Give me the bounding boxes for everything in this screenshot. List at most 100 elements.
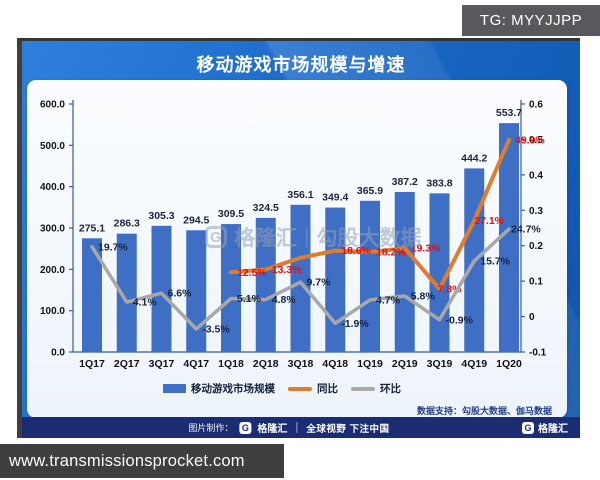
telegram-badge: TG: MYYJJPP — [462, 5, 600, 36]
x-axis-label: 1Q18 — [218, 358, 244, 370]
bar — [82, 238, 102, 352]
right-axis-tick-label: 0.6 — [529, 100, 543, 111]
qoq-line — [90, 227, 511, 331]
qoq-line-swatch-icon — [351, 386, 375, 391]
qoq-point-label: 24.7% — [511, 224, 541, 236]
bar — [499, 123, 519, 352]
chart-legend: 移动游戏市场规模 同比 环比 — [163, 381, 401, 396]
legend-bar-label: 移动游戏市场规模 — [191, 383, 275, 395]
x-axis-label: 2Q18 — [253, 358, 279, 370]
x-axis-label: 4Q19 — [461, 358, 487, 370]
right-axis-tick-label: 0.1 — [529, 277, 543, 288]
yoy-line-swatch-icon — [288, 386, 312, 391]
x-axis-label: 4Q18 — [322, 358, 348, 370]
bar-swatch-icon — [163, 384, 186, 393]
yoy-point-label: 12.5% — [237, 267, 267, 279]
footer-slogan: 全球视野 下注中国 — [306, 423, 390, 435]
bar-value-label: 387.2 — [392, 176, 418, 188]
x-axis-label: 2Q17 — [114, 358, 140, 370]
left-axis-tick-label: 600.0 — [40, 100, 65, 111]
legend-item-market-size: 移动游戏市场规模 — [163, 381, 275, 396]
x-axis-label: 1Q20 — [496, 358, 522, 370]
x-axis-label: 4Q17 — [183, 358, 209, 370]
footer-logo-right: G 格隆汇 — [522, 417, 568, 438]
legend-qoq-label: 环比 — [380, 383, 401, 395]
gelonghui-logo-icon: G — [239, 421, 252, 434]
bar-value-label: 356.1 — [287, 189, 313, 201]
footer-brand-right: 格隆汇 — [538, 424, 568, 435]
qoq-point-label: 9.7% — [307, 277, 332, 289]
x-axis-label: 1Q19 — [357, 358, 383, 370]
yoy-point-label: 19.3% — [411, 243, 441, 255]
footer-divider — [296, 422, 298, 433]
bar-value-label: 553.7 — [496, 107, 522, 119]
x-axis-label: 1Q17 — [79, 358, 105, 370]
card-footer: 图片制作： G 格隆汇 全球视野 下注中国 G 格隆汇 — [22, 417, 580, 438]
yoy-line — [229, 137, 511, 291]
yoy-point-label: 27.1% — [474, 215, 504, 227]
qoq-point-label: 5.1% — [237, 293, 262, 305]
right-axis-tick-label: -0.1 — [529, 348, 547, 359]
yoy-point-label: 18.6% — [341, 245, 371, 257]
bar — [360, 200, 380, 352]
chart-title: 移动游戏市场规模与增速 — [196, 55, 406, 75]
bar-value-label: 383.8 — [426, 177, 452, 189]
right-axis-tick-label: 0.5 — [529, 135, 543, 146]
bar — [255, 217, 276, 352]
left-axis-tick-label: 300.0 — [40, 224, 65, 235]
qoq-point-label: 19.7% — [98, 241, 128, 253]
qoq-point-label: -1.9% — [341, 318, 369, 330]
qoq-point-label: 5.8% — [411, 291, 436, 303]
made-by-label: 图片制作： — [188, 423, 234, 433]
qoq-point-label: 4.1% — [133, 297, 158, 309]
chart-panel: 0.0 100.0 200.0 300.0 400.0 500.0 600.0 -0.1 0 0.… — [27, 80, 567, 418]
x-axis-label: 3Q19 — [427, 358, 453, 370]
bar — [290, 204, 311, 352]
left-axis-tick-label: 200.0 — [40, 265, 65, 276]
left-axis-tick-label: 400.0 — [40, 182, 65, 193]
bar — [221, 224, 241, 352]
right-axis-tick-label: 0.3 — [529, 206, 543, 217]
footer-credit: 图片制作： G 格隆汇 全球视野 下注中国 — [188, 417, 389, 438]
left-axis-tick-label: 100.0 — [40, 306, 65, 317]
yoy-point-label: 18.2% — [376, 247, 406, 259]
x-axis-label: 3Q17 — [149, 358, 175, 370]
right-axis-tick-label: 0.4 — [529, 170, 543, 181]
qoq-point-label: -3.5% — [202, 323, 230, 335]
left-axis-tick-label: 0.0 — [51, 348, 65, 359]
legend-yoy-label: 同比 — [317, 383, 338, 395]
bar — [394, 191, 415, 352]
qoq-point-label: 15.7% — [480, 255, 510, 267]
x-axis-label: 3Q18 — [288, 358, 314, 370]
bar-value-label: 305.3 — [148, 210, 174, 222]
bar — [116, 233, 137, 352]
qoq-point-label: -0.9% — [446, 314, 474, 326]
footer-brand: 格隆汇 — [257, 424, 288, 435]
left-axis-tick-label: 500.0 — [40, 141, 65, 152]
bar-value-label: 444.2 — [461, 152, 487, 164]
bar-value-label: 275.1 — [79, 222, 105, 234]
right-axis-tick-label: 0.2 — [529, 241, 543, 252]
bar-value-label: 324.5 — [253, 202, 279, 214]
bar-value-label: 286.3 — [114, 218, 140, 230]
bar — [151, 225, 172, 352]
bar-value-label: 349.4 — [322, 192, 348, 204]
bar-value-label: 365.9 — [357, 185, 383, 197]
legend-item-yoy: 同比 — [288, 381, 338, 396]
legend-item-qoq: 环比 — [351, 381, 401, 396]
combo-chart: 0.0 100.0 200.0 300.0 400.0 500.0 600.0 -0.1 0 0.… — [40, 100, 547, 371]
data-source-note: 数据支持：勾股大数据、伽马数据 — [416, 406, 552, 416]
bar-value-label: 294.5 — [183, 214, 209, 226]
website-bar: www.transmissionsprocket.com — [0, 444, 284, 478]
gelonghui-logo-icon: G — [522, 421, 534, 434]
yoy-point-label: 13.3% — [272, 264, 302, 276]
bar-value-label: 309.5 — [218, 208, 244, 220]
qoq-point-label: 6.6% — [168, 288, 193, 300]
x-axis-label: 2Q19 — [392, 358, 418, 370]
right-axis-tick-label: 0 — [529, 312, 535, 323]
qoq-point-label: 4.8% — [272, 294, 297, 306]
qoq-point-label: 4.7% — [376, 294, 401, 306]
yoy-point-label: 49.9% — [515, 134, 545, 146]
chart-card: 移动游戏市场规模与增速 0.0 100.0 200.0 300.0 400.0 500.0… — [17, 38, 580, 438]
